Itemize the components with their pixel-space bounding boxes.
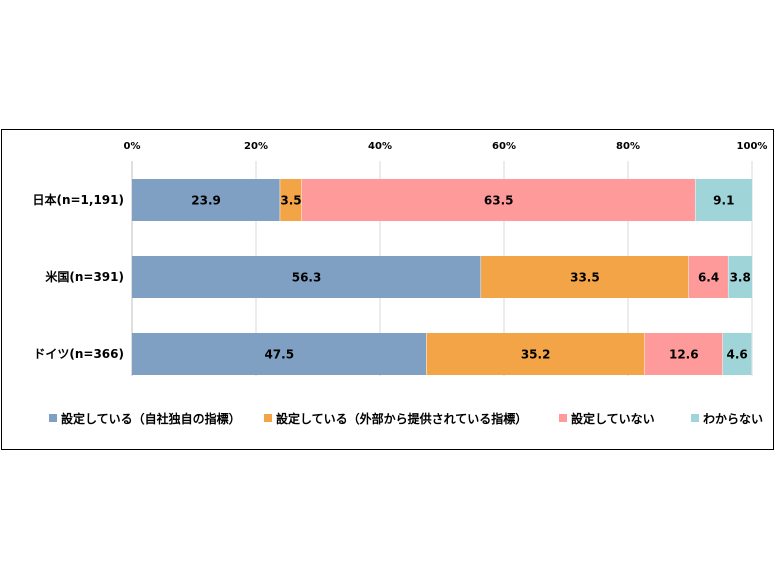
legend-label: 設定していない bbox=[571, 411, 655, 426]
legend-label: 設定している（外部から提供されている指標） bbox=[276, 411, 527, 426]
bar-segment bbox=[481, 256, 689, 298]
x-tick-label: 40% bbox=[368, 141, 392, 152]
legend-label: 設定している（自社独自の指標） bbox=[61, 411, 241, 426]
chart-frame: 0% 20% 40% 60% 80% 100% 日本(n=1,191) 23.9 3.5 63.5… bbox=[1, 129, 774, 450]
data-label: 3.5 bbox=[280, 194, 301, 208]
category-label: 日本(n=1,191) bbox=[32, 192, 124, 207]
data-label: 23.9 bbox=[191, 194, 221, 208]
bar-segment bbox=[132, 256, 482, 298]
data-label: 6.4 bbox=[698, 271, 719, 285]
data-label: 47.5 bbox=[264, 348, 294, 362]
bar-segment bbox=[695, 179, 752, 221]
x-tick-label: 100% bbox=[737, 141, 768, 152]
data-label: 3.8 bbox=[730, 271, 751, 285]
x-tick-label: 60% bbox=[492, 141, 516, 152]
bar-segment bbox=[280, 179, 302, 221]
bar-segment bbox=[132, 179, 281, 221]
x-tick-label: 80% bbox=[616, 141, 640, 152]
bar-segment bbox=[132, 333, 427, 375]
legend-swatch bbox=[49, 414, 57, 422]
x-tick-label: 0% bbox=[124, 141, 141, 152]
bar-segment bbox=[688, 256, 729, 298]
legend-swatch bbox=[559, 414, 567, 422]
legend-swatch bbox=[691, 414, 699, 422]
data-label: 35.2 bbox=[521, 348, 551, 362]
x-tick-label: 20% bbox=[244, 141, 268, 152]
bar-segment bbox=[722, 333, 752, 375]
data-label: 4.6 bbox=[726, 348, 747, 362]
stacked-bar-chart: 0% 20% 40% 60% 80% 100% 日本(n=1,191) 23.9 3.5 63.5… bbox=[32, 141, 768, 426]
bar-segment bbox=[644, 333, 723, 375]
bar-segment bbox=[301, 179, 696, 221]
category-label: 米国(n=391) bbox=[45, 269, 124, 284]
data-label: 33.5 bbox=[570, 271, 600, 285]
data-label: 56.3 bbox=[292, 271, 322, 285]
legend-label: わからない bbox=[703, 412, 763, 426]
bar-segment bbox=[728, 256, 752, 298]
legend-swatch bbox=[264, 414, 272, 422]
bar-segment bbox=[426, 333, 645, 375]
category-label: ドイツ(n=366) bbox=[33, 347, 124, 361]
data-label: 12.6 bbox=[669, 348, 699, 362]
data-label: 63.5 bbox=[484, 194, 514, 208]
data-label: 9.1 bbox=[713, 194, 734, 208]
